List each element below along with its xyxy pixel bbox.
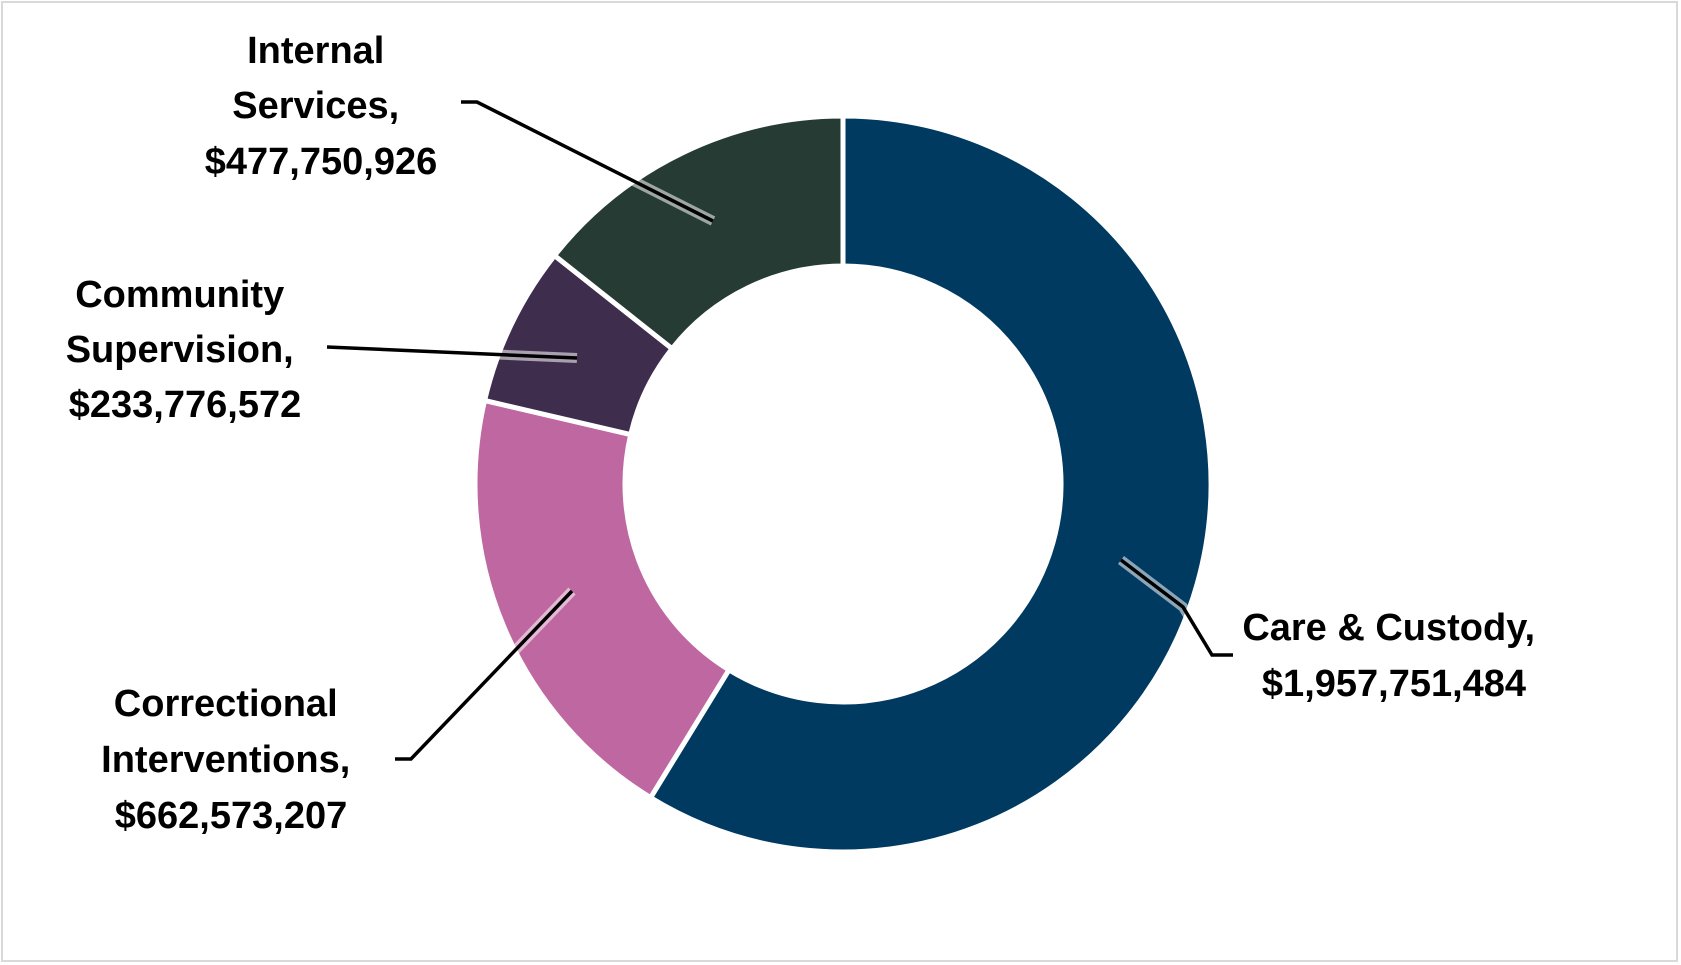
leader-care-custody: [1119, 558, 1233, 657]
donut-slices: [472, 113, 1214, 855]
label-correctional-interventions: Correctional Interventions, $662,573,207: [101, 683, 361, 837]
slice-internal-services: [551, 113, 846, 353]
slice-correctional-interventions: [472, 397, 733, 802]
label-community-supervision: Community Supervision, $233,776,572: [66, 274, 305, 426]
leader-internal-services: [461, 100, 714, 223]
leader-correctional-interventions: [395, 589, 574, 761]
leader-community-supervision: [326, 345, 578, 360]
leader-lines: [326, 97, 1233, 764]
label-internal-services: Internal Services, $477,750,926: [205, 30, 437, 183]
label-care-custody: Care & Custody, $1,957,751,484: [1242, 607, 1545, 705]
donut-chart: Care & Custody, $1,957,751,484 Correctio…: [66, 30, 1545, 855]
slice-care-custody: [647, 113, 1214, 855]
